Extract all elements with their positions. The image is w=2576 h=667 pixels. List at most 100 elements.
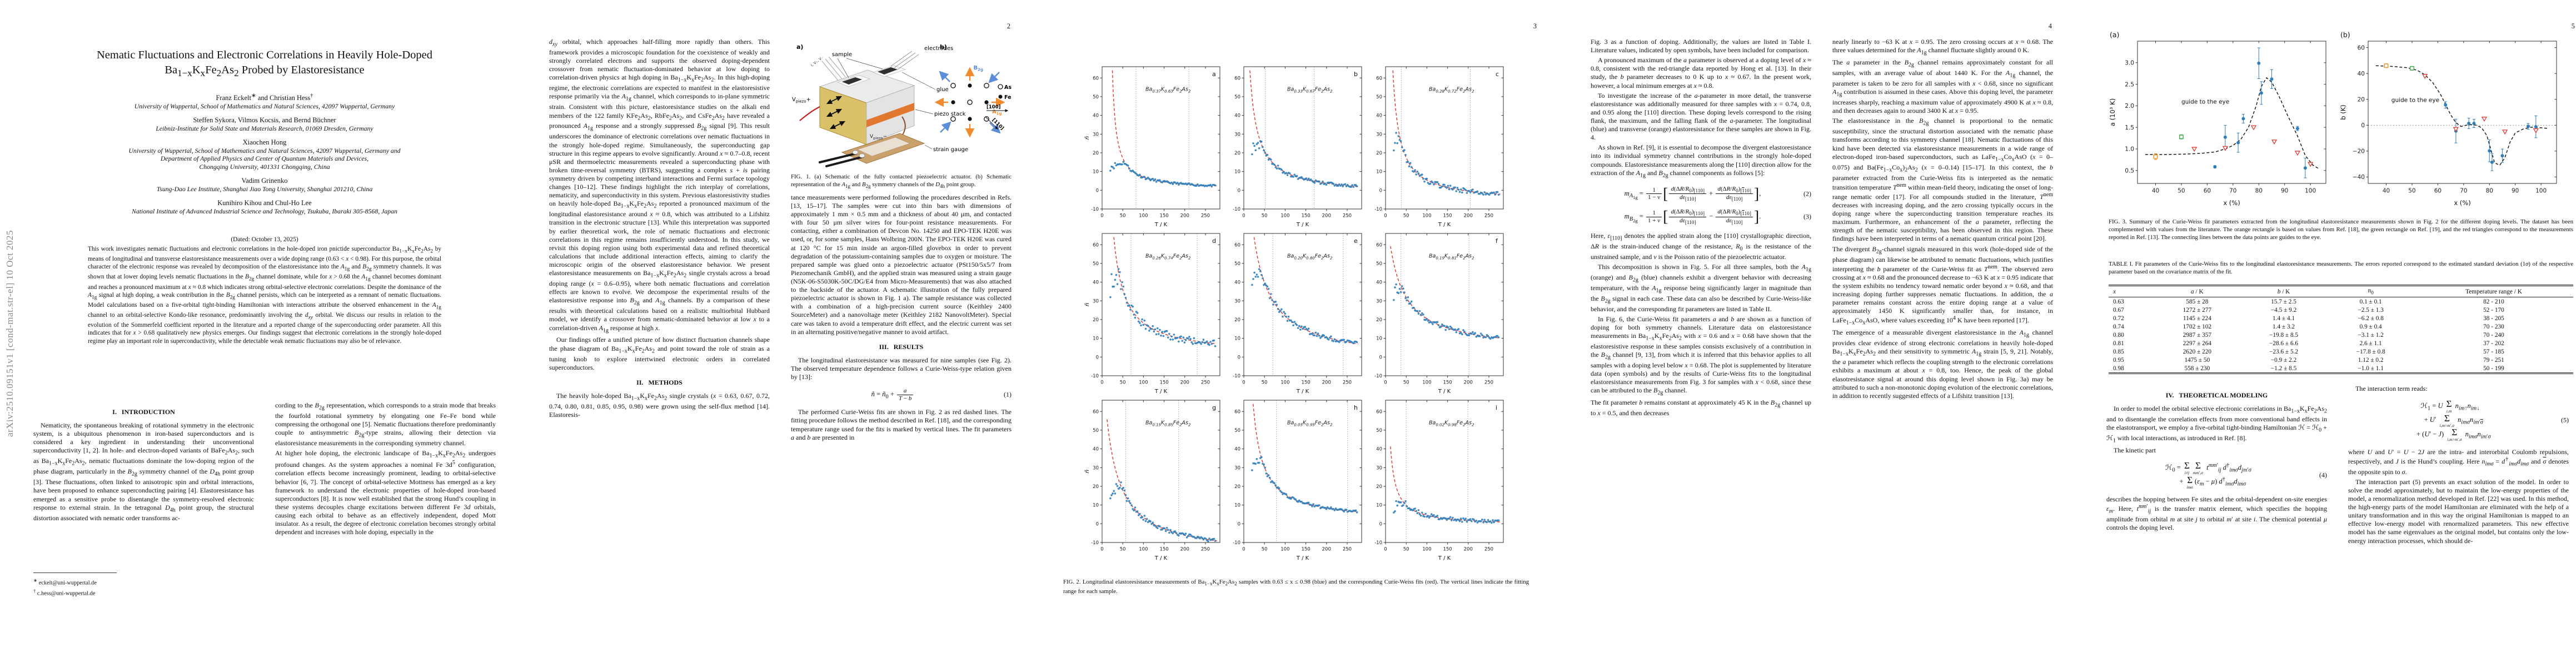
svg-text:20: 20 [1234, 484, 1240, 490]
svg-text:50: 50 [1120, 547, 1126, 552]
fig3-caption: FIG. 3. Summary of the Curie-Weiss fit p… [2109, 218, 2573, 241]
svg-text:x (%): x (%) [2454, 199, 2470, 207]
svg-text:30: 30 [1376, 298, 1382, 304]
svg-text:20: 20 [1376, 151, 1382, 156]
page-number: 5 [2571, 22, 2575, 30]
page-number: 4 [2048, 22, 2052, 30]
svg-text:100: 100 [2535, 188, 2547, 195]
equation-tag: (1) [1004, 390, 1012, 399]
svg-text:250: 250 [1201, 547, 1210, 552]
svg-text:50: 50 [1093, 261, 1099, 267]
svg-text:0: 0 [1096, 355, 1099, 360]
page-4: 4 Fig. 3 as a function of doping. Additi… [1591, 0, 2053, 667]
table-cell: 0.95 [2113, 356, 2124, 364]
page-1: Nematic Fluctuations and Electronic Corr… [33, 0, 496, 667]
svg-text:50: 50 [1376, 261, 1382, 267]
table-column-header: n0 [2327, 286, 2414, 298]
svg-text:20: 20 [1093, 317, 1099, 323]
author-affiliation: Leibniz-Institute for Solid State and Ma… [156, 124, 373, 132]
table-cell: −6.2 ± 0.8 [2358, 315, 2384, 322]
table-cell: 79 - 251 [2483, 356, 2504, 364]
svg-text:40: 40 [1376, 113, 1382, 119]
svg-text:20: 20 [1376, 484, 1382, 490]
table-cell: 0.98 [2113, 365, 2124, 372]
fig1-label-glue: glue [936, 87, 949, 93]
svg-text:T / K: T / K [1296, 555, 1309, 561]
svg-text:200: 200 [1322, 213, 1331, 219]
svg-text:50: 50 [1262, 213, 1268, 219]
svg-text:10: 10 [1093, 503, 1099, 509]
svg-text:ñ: ñ [1084, 136, 1090, 140]
table-cell: 0.67 [2113, 306, 2124, 313]
paragraph: To investigate the increase of the a-par… [1591, 91, 1811, 142]
table-cell: −4.5 ± 9.2 [2270, 306, 2297, 313]
svg-text:guide to the eye: guide to the eye [2391, 97, 2439, 103]
fig1-label-piezo-stack: piezo stack [934, 111, 966, 117]
svg-text:T / K: T / K [1296, 389, 1309, 395]
svg-text:30: 30 [1093, 465, 1099, 471]
table-cell: 0.85 [2113, 348, 2124, 355]
svg-text:40: 40 [1234, 447, 1240, 452]
svg-text:1.0: 1.0 [2125, 146, 2134, 153]
svg-text:40: 40 [1376, 447, 1382, 452]
svg-text:200: 200 [1464, 213, 1473, 219]
svg-text:0: 0 [1238, 521, 1240, 527]
fig3-a: 40 50 60 70 80 90 100 0.5 1.0 1.5 2.0 2.5 3.0 x (%) a … [2109, 31, 2326, 207]
fig1-electrode-stripe [866, 103, 914, 127]
svg-text:200: 200 [1322, 547, 1331, 552]
svg-text:200: 200 [1180, 213, 1189, 219]
author-names: Franz Eckelt∗ and Christian Hess† [216, 93, 313, 102]
svg-text:10: 10 [1093, 336, 1099, 342]
author-affiliation: National Institute of Advanced Industria… [132, 207, 397, 215]
svg-text:h: h [1354, 404, 1358, 411]
svg-text:40: 40 [1234, 280, 1240, 286]
svg-text:100: 100 [1422, 380, 1431, 386]
table-cell: 52 - 170 [2483, 306, 2504, 313]
svg-text:50: 50 [1376, 428, 1382, 434]
table-cell: 0.81 [2113, 340, 2124, 347]
table-cell: 0.80 [2113, 331, 2124, 339]
fig1-label-b2g: B2g [973, 65, 983, 72]
svg-text:100: 100 [1139, 547, 1148, 552]
svg-text:40: 40 [1376, 280, 1382, 286]
svg-text:50: 50 [1403, 213, 1409, 219]
fig1-label-strain-gauge: strain gauge [933, 147, 968, 153]
svg-text:10: 10 [1376, 503, 1382, 509]
page2-col-right: a) I, V₊, V₋ [791, 38, 1012, 444]
fig3-panels: 40 50 60 70 80 90 100 0.5 1.0 1.5 2.0 2.5 3.0 x (%) a … [2106, 29, 2563, 208]
svg-text:250: 250 [1484, 547, 1493, 552]
svg-text:200: 200 [1464, 380, 1473, 386]
page2-columns: dxy orbital, which approaches half-filli… [549, 38, 1012, 444]
svg-text:ñ: ñ [1084, 303, 1090, 306]
svg-text:Ba0.26K0.74Fe2As2: Ba0.26K0.74Fe2As2 [1145, 253, 1191, 261]
page-number: 2 [1007, 22, 1010, 30]
table-cell: 0.9 ± 0.4 [2359, 323, 2382, 330]
svg-text:0.5: 0.5 [2125, 168, 2134, 175]
table-cell: 0.1 ± 0.1 [2359, 298, 2382, 305]
fig1-legend-as: As [1004, 84, 1012, 91]
table-cell: 1.12 ± 0.2 [2358, 356, 2384, 364]
svg-text:50: 50 [1403, 547, 1409, 552]
svg-text:10: 10 [1234, 503, 1240, 509]
svg-text:150: 150 [1159, 213, 1168, 219]
paragraph: cording to the B2g representation, which… [275, 401, 496, 447]
svg-text:40: 40 [1234, 113, 1240, 119]
svg-text:60: 60 [2434, 188, 2442, 195]
svg-text:50: 50 [1120, 380, 1126, 386]
svg-text:150: 150 [1159, 380, 1168, 386]
table-cell: 1702 ± 102 [2183, 323, 2212, 330]
page2-col-left: dxy orbital, which approaches half-filli… [549, 38, 770, 444]
svg-text:a: a [1212, 71, 1216, 78]
fig1-dir-100: [100] [986, 104, 1001, 110]
svg-text:Ba0.20K0.80Fe2As2: Ba0.20K0.80Fe2As2 [1287, 253, 1333, 261]
table-cell: 57 - 185 [2483, 348, 2504, 355]
author-group: Steffen Sykora, Vilmos Kocsis, and Bernd… [33, 116, 496, 133]
page4-col-left: Fig. 3 as a function of doping. Addition… [1591, 38, 1811, 419]
svg-text:30: 30 [1376, 465, 1382, 471]
svg-text:250: 250 [1201, 380, 1210, 386]
